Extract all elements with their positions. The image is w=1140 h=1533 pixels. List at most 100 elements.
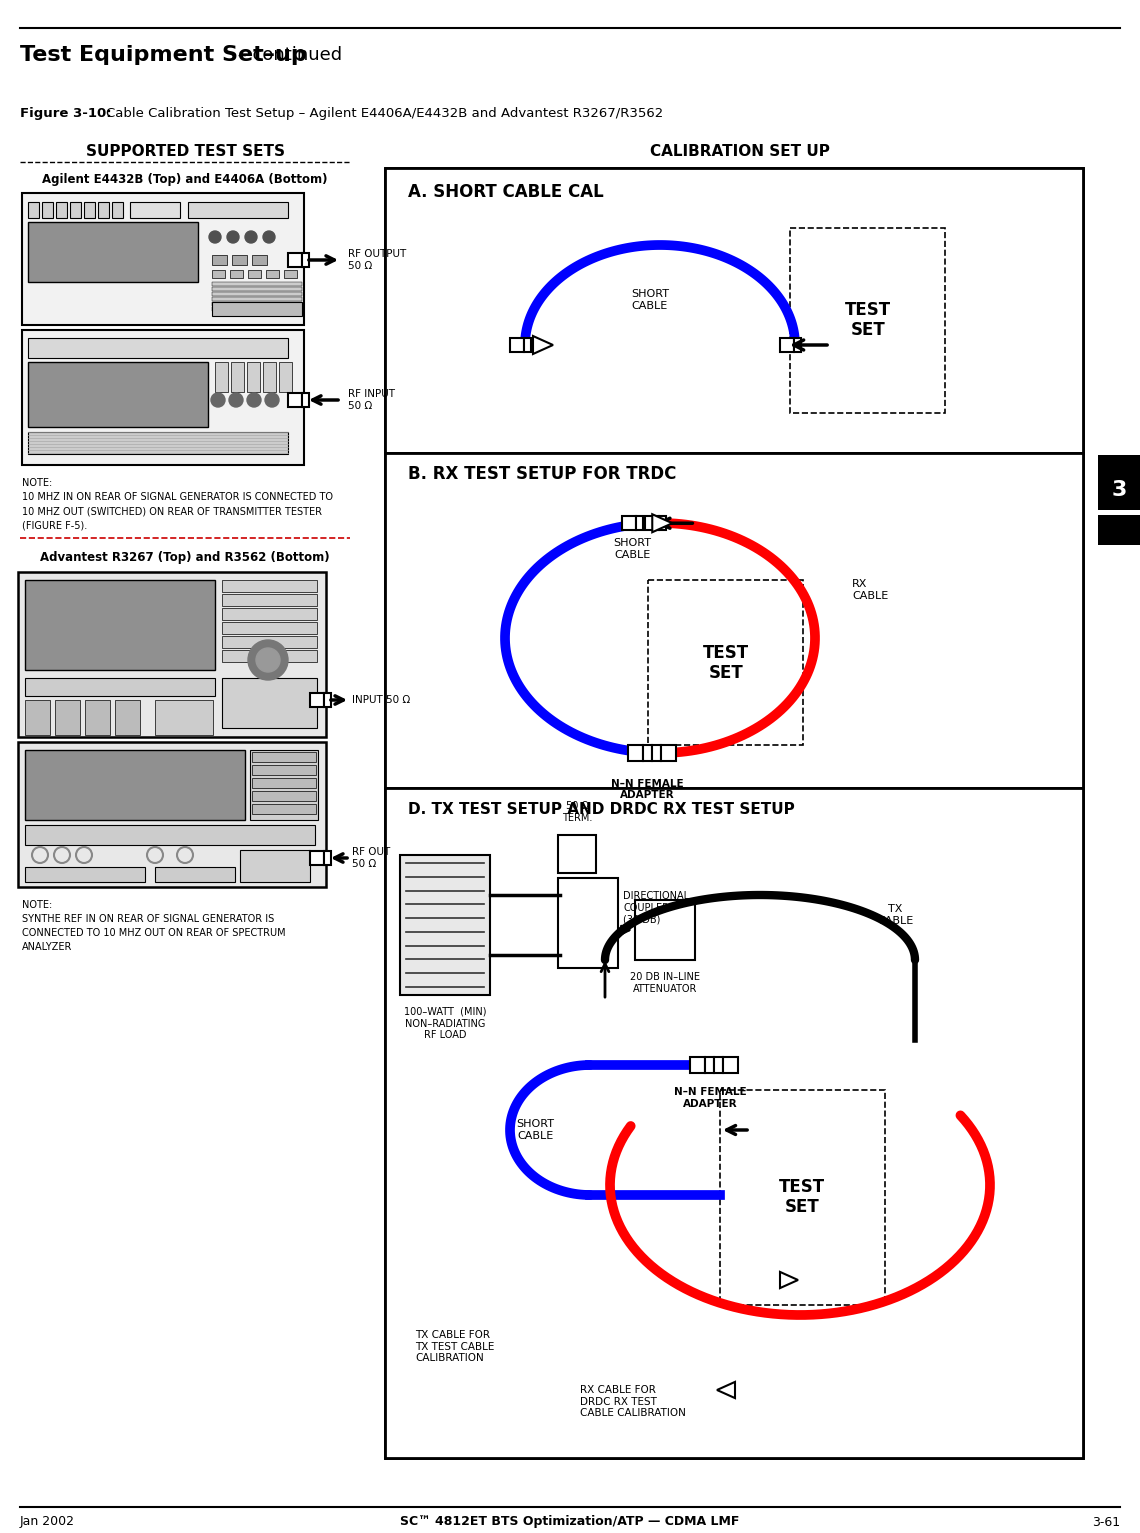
Text: RF OUTPUT
50 Ω: RF OUTPUT 50 Ω — [348, 250, 406, 271]
Bar — [1098, 455, 1140, 510]
Bar — [302, 253, 309, 267]
Circle shape — [264, 392, 279, 406]
Bar — [212, 282, 302, 287]
Text: N–N FEMALE
ADAPTER: N–N FEMALE ADAPTER — [674, 1087, 747, 1108]
Circle shape — [249, 639, 288, 681]
Text: NOTE:
10 MHZ IN ON REAR OF SIGNAL GENERATOR IS CONNECTED TO
10 MHZ OUT (SWITCHED: NOTE: 10 MHZ IN ON REAR OF SIGNAL GENERA… — [22, 478, 333, 530]
Bar — [252, 765, 316, 776]
Bar — [25, 701, 50, 734]
Circle shape — [256, 648, 280, 671]
Bar — [284, 270, 298, 277]
Circle shape — [211, 392, 225, 406]
Text: A. SHORT CABLE CAL: A. SHORT CABLE CAL — [408, 182, 604, 201]
Bar — [557, 835, 596, 872]
Bar — [70, 202, 81, 218]
Bar — [648, 579, 803, 745]
Bar — [636, 517, 643, 530]
Bar — [25, 825, 315, 845]
Text: Jan 2002: Jan 2002 — [21, 1516, 75, 1528]
Bar — [622, 517, 636, 530]
Text: N–N FEMALE
ADAPTER: N–N FEMALE ADAPTER — [611, 779, 684, 800]
Bar — [212, 302, 302, 316]
Bar — [222, 636, 317, 648]
Circle shape — [263, 231, 275, 244]
Text: 3: 3 — [1112, 480, 1126, 500]
Text: B. RX TEST SETUP FOR TRDC: B. RX TEST SETUP FOR TRDC — [408, 464, 676, 483]
Bar — [252, 791, 316, 802]
Bar — [643, 745, 652, 760]
Bar — [510, 337, 524, 353]
Bar — [212, 287, 302, 291]
Bar — [155, 701, 213, 734]
Bar — [705, 1056, 714, 1073]
Bar — [790, 228, 945, 412]
Bar — [720, 1090, 885, 1305]
Bar — [385, 169, 1083, 452]
Bar — [400, 855, 490, 995]
Text: Agilent E4432B (Top) and E4406A (Bottom): Agilent E4432B (Top) and E4406A (Bottom) — [42, 173, 328, 187]
Bar — [252, 779, 316, 788]
Text: TEST
SET: TEST SET — [703, 644, 749, 682]
Text: SHORT
CABLE: SHORT CABLE — [516, 1119, 554, 1141]
Bar — [250, 750, 318, 820]
Bar — [288, 392, 302, 406]
Bar — [645, 517, 659, 530]
Text: SC™ 4812ET BTS Optimization/ATP — CDMA LMF: SC™ 4812ET BTS Optimization/ATP — CDMA L… — [400, 1516, 740, 1528]
Bar — [288, 253, 302, 267]
Bar — [628, 745, 643, 760]
Bar — [222, 622, 317, 635]
Bar — [25, 750, 245, 820]
Bar — [212, 297, 302, 300]
Text: – continued: – continued — [233, 46, 342, 64]
Bar — [233, 254, 247, 265]
Bar — [231, 362, 244, 392]
Circle shape — [209, 231, 221, 244]
Text: 50 Ω
TERM.: 50 Ω TERM. — [562, 802, 592, 823]
Bar — [212, 307, 302, 311]
Bar — [86, 701, 109, 734]
Bar — [112, 202, 123, 218]
Bar — [56, 202, 67, 218]
Circle shape — [247, 392, 261, 406]
Bar — [222, 593, 317, 606]
Bar — [690, 1056, 705, 1073]
Bar — [661, 745, 676, 760]
Bar — [25, 678, 215, 696]
Text: 3-61: 3-61 — [1092, 1516, 1119, 1528]
Bar — [241, 849, 310, 881]
Bar — [22, 193, 304, 325]
Text: TEST
SET: TEST SET — [845, 300, 891, 339]
Text: CALIBRATION SET UP: CALIBRATION SET UP — [650, 144, 830, 159]
Text: RX CABLE FOR
DRDC RX TEST
CABLE CALIBRATION: RX CABLE FOR DRDC RX TEST CABLE CALIBRAT… — [580, 1384, 686, 1418]
Bar — [793, 337, 801, 353]
Text: NOTE:
SYNTHE REF IN ON REAR OF SIGNAL GENERATOR IS
CONNECTED TO 10 MHZ OUT ON RE: NOTE: SYNTHE REF IN ON REAR OF SIGNAL GE… — [22, 900, 286, 952]
Circle shape — [245, 231, 256, 244]
Bar — [385, 452, 1083, 788]
Bar — [279, 362, 292, 392]
Bar — [130, 202, 180, 218]
Text: D. TX TEST SETUP AND DRDC RX TEST SETUP: D. TX TEST SETUP AND DRDC RX TEST SETUP — [408, 802, 795, 817]
Bar — [212, 270, 225, 277]
Bar — [28, 337, 288, 359]
Bar — [1098, 515, 1140, 546]
Text: TEST
SET: TEST SET — [779, 1177, 825, 1216]
Bar — [252, 753, 316, 762]
Bar — [780, 337, 793, 353]
Bar — [635, 900, 695, 960]
Bar — [714, 1056, 723, 1073]
Bar — [212, 254, 227, 265]
Bar — [212, 302, 302, 307]
Bar — [723, 1056, 738, 1073]
Bar — [98, 202, 109, 218]
Text: RF INPUT
50 Ω: RF INPUT 50 Ω — [348, 389, 394, 411]
Bar — [252, 254, 267, 265]
Bar — [222, 579, 317, 592]
Text: DIRECTIONAL
COUPLER
(30 DB): DIRECTIONAL COUPLER (30 DB) — [622, 891, 689, 924]
Bar — [28, 432, 288, 454]
Bar — [230, 270, 243, 277]
Bar — [659, 517, 666, 530]
Text: TX
CABLE: TX CABLE — [877, 904, 913, 926]
Bar — [22, 330, 304, 464]
Bar — [310, 693, 324, 707]
Bar — [84, 202, 95, 218]
